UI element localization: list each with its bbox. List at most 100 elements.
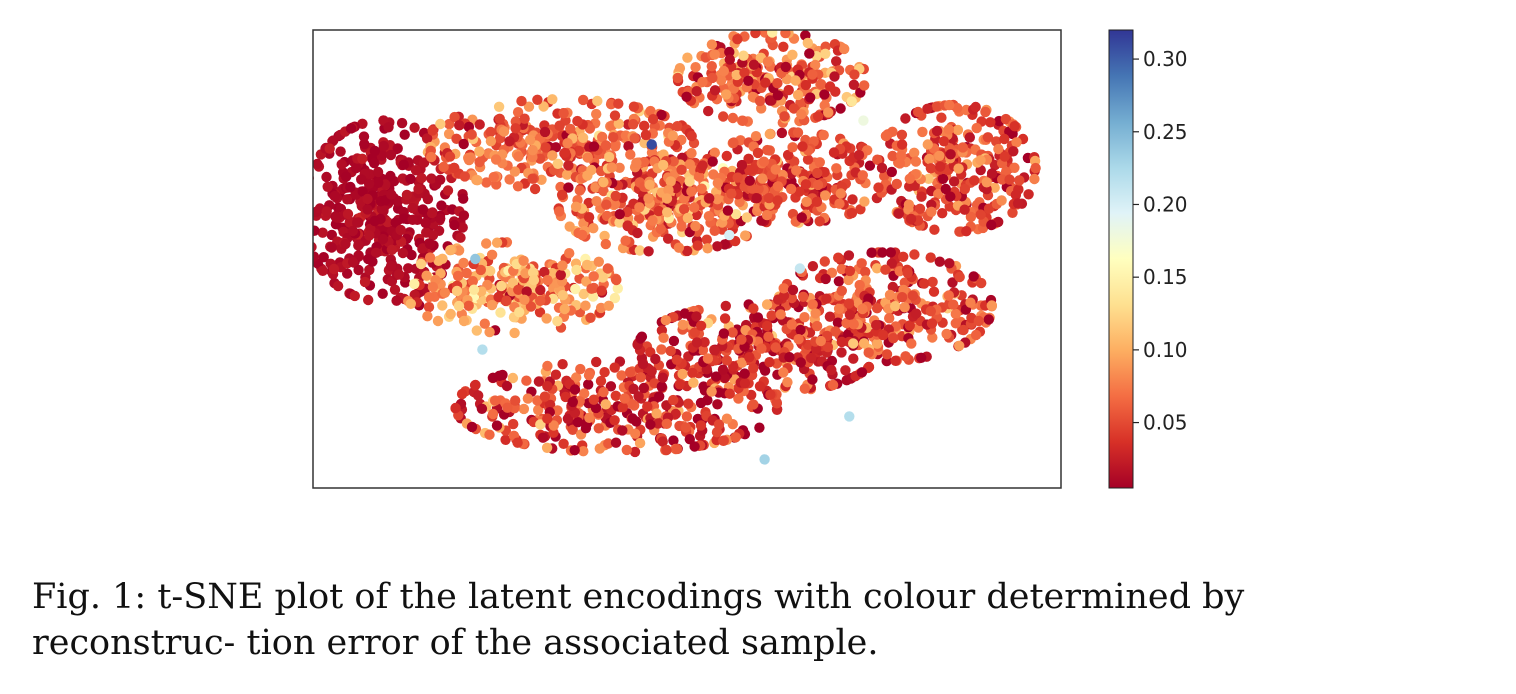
scatter-point bbox=[848, 353, 859, 364]
scatter-point bbox=[628, 119, 639, 130]
scatter-point bbox=[792, 89, 804, 101]
scatter-point bbox=[458, 193, 469, 204]
scatter-point bbox=[677, 319, 689, 330]
scatter-point bbox=[637, 358, 649, 370]
scatter-point bbox=[613, 98, 624, 109]
scatter-point bbox=[778, 283, 789, 294]
scatter-point bbox=[336, 159, 347, 170]
scatter-point bbox=[583, 212, 595, 223]
scatter-point bbox=[672, 121, 683, 132]
scatter-point bbox=[328, 263, 340, 275]
scatter-point bbox=[982, 132, 994, 143]
scatter-point bbox=[857, 303, 868, 315]
scatter-point bbox=[591, 108, 602, 120]
scatter-point bbox=[391, 295, 402, 306]
scatter-point bbox=[582, 170, 593, 181]
scatter-point bbox=[937, 173, 949, 184]
scatter-point bbox=[792, 127, 804, 138]
scatter-point bbox=[459, 171, 470, 182]
scatter-point bbox=[718, 111, 729, 122]
scatter-point bbox=[794, 186, 805, 197]
scatter-point bbox=[357, 153, 368, 164]
scatter-point bbox=[661, 193, 673, 204]
colorbar-tick-label: 0.30 bbox=[1143, 47, 1188, 71]
scatter-point bbox=[750, 131, 762, 142]
scatter-point bbox=[358, 131, 370, 142]
scatter-point bbox=[823, 107, 834, 118]
scatter-point bbox=[721, 150, 732, 162]
scatter-point bbox=[947, 277, 958, 288]
scatter-point bbox=[622, 220, 633, 231]
scatter-point bbox=[724, 46, 735, 58]
scatter-point bbox=[591, 356, 602, 368]
scatter-point bbox=[413, 183, 424, 195]
scatter-point bbox=[706, 386, 717, 397]
scatter-point bbox=[501, 380, 513, 392]
scatter-point bbox=[623, 141, 634, 152]
scatter-point bbox=[795, 357, 806, 368]
scatter-point bbox=[871, 303, 883, 314]
scatter-point bbox=[856, 367, 868, 378]
caption-label: Fig. 1: bbox=[32, 577, 147, 617]
scatter-point bbox=[454, 120, 465, 131]
scatter-point bbox=[975, 209, 986, 220]
scatter-point bbox=[824, 81, 836, 92]
scatter-point bbox=[812, 111, 824, 122]
scatter-point bbox=[873, 182, 884, 193]
scatter-point bbox=[1007, 207, 1018, 218]
scatter-point bbox=[696, 183, 707, 194]
scatter-point bbox=[888, 333, 899, 344]
scatter-point bbox=[822, 341, 834, 353]
scatter-point bbox=[609, 292, 621, 304]
scatter-point bbox=[937, 208, 948, 219]
scatter-point bbox=[976, 277, 987, 289]
scatter-point bbox=[686, 186, 697, 197]
scatter-point bbox=[476, 403, 488, 414]
scatter-point bbox=[347, 225, 358, 237]
scatter-point bbox=[741, 212, 753, 223]
scatter-point bbox=[750, 30, 761, 39]
scatter-point bbox=[810, 308, 821, 319]
scatter-point bbox=[706, 60, 717, 72]
scatter-point bbox=[849, 69, 860, 80]
scatter-point bbox=[894, 158, 906, 169]
scatter-point bbox=[871, 263, 883, 274]
scatter-point bbox=[844, 265, 856, 277]
scatter-point bbox=[709, 49, 720, 60]
scatter-point bbox=[709, 345, 720, 356]
scatter-point bbox=[525, 134, 536, 145]
scatter-point bbox=[924, 153, 935, 165]
scatter-point bbox=[671, 443, 683, 455]
scatter-point bbox=[916, 352, 927, 363]
scatter-point bbox=[533, 404, 544, 416]
scatter-point bbox=[923, 173, 934, 184]
scatter-point bbox=[931, 125, 943, 137]
scatter-point bbox=[547, 94, 558, 105]
scatter-point bbox=[353, 239, 364, 251]
scatter-point bbox=[765, 389, 776, 400]
scatter-point bbox=[758, 156, 770, 167]
scatter-point bbox=[810, 59, 821, 71]
scatter-point bbox=[732, 172, 743, 183]
scatter-point bbox=[662, 207, 673, 218]
scatter-point bbox=[299, 219, 309, 229]
scatter-point bbox=[1008, 146, 1019, 157]
scatter-point bbox=[520, 268, 531, 279]
scatter-point bbox=[598, 177, 609, 188]
scatter-point bbox=[1000, 166, 1012, 177]
scatter-point bbox=[512, 437, 523, 448]
scatter-point bbox=[863, 293, 874, 304]
scatter-point bbox=[899, 302, 910, 313]
scatter-point bbox=[824, 311, 836, 322]
scatter-point bbox=[643, 193, 654, 204]
scatter-point bbox=[437, 253, 448, 264]
scatter-point bbox=[1030, 162, 1041, 174]
scatter-point bbox=[776, 127, 788, 139]
scatter-point bbox=[421, 270, 432, 281]
scatter-point bbox=[518, 403, 530, 415]
scatter-point bbox=[300, 184, 310, 194]
scatter-point bbox=[833, 276, 845, 287]
scatter-point bbox=[373, 177, 384, 188]
scatter-point bbox=[898, 251, 909, 262]
scatter-point bbox=[620, 235, 631, 246]
